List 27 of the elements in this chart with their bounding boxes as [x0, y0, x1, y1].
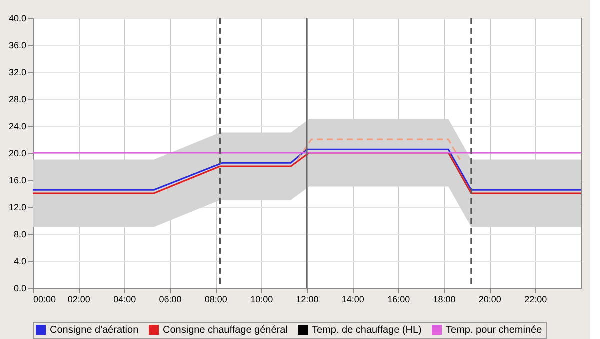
y-tick-label: 4.0	[14, 256, 26, 266]
y-tick-label: 32.0	[8, 68, 26, 78]
legend-label: Temp. de chauffage (HL)	[312, 325, 422, 336]
x-tick-label: 00:00	[34, 294, 56, 304]
legend-label: Temp. pour cheminée	[446, 325, 543, 336]
x-tick-label: 04:00	[114, 294, 136, 304]
x-tick-label: 10:00	[250, 294, 274, 304]
y-tick-label: 16.0	[8, 176, 26, 186]
y-tick-label: 28.0	[8, 94, 26, 104]
y-tick-label: 24.0	[8, 122, 26, 132]
y-tick-label: 8.0	[14, 230, 26, 240]
x-tick-label: 18:00	[433, 294, 456, 304]
y-tick-label: 36.0	[8, 40, 26, 50]
x-tick-label: 20:00	[478, 294, 502, 304]
x-tick-label: 06:00	[159, 294, 182, 304]
x-tick-label: 12:00	[296, 294, 319, 304]
y-tick-label: 12.0	[8, 202, 26, 212]
x-tick-label: 22:00	[524, 294, 548, 304]
x-tick-label: 08:00	[204, 294, 228, 304]
x-tick-label: 02:00	[68, 294, 90, 304]
legend-label: Consigne d'aération	[50, 325, 139, 336]
y-tick-label: 0.0	[14, 284, 26, 294]
y-tick-label: 20.0	[8, 148, 26, 158]
y-tick-label: 40.0	[8, 14, 26, 24]
x-tick-label: 16:00	[388, 294, 410, 304]
legend-label: Consigne chauffage général	[163, 325, 288, 336]
x-tick-label: 14:00	[342, 294, 364, 304]
